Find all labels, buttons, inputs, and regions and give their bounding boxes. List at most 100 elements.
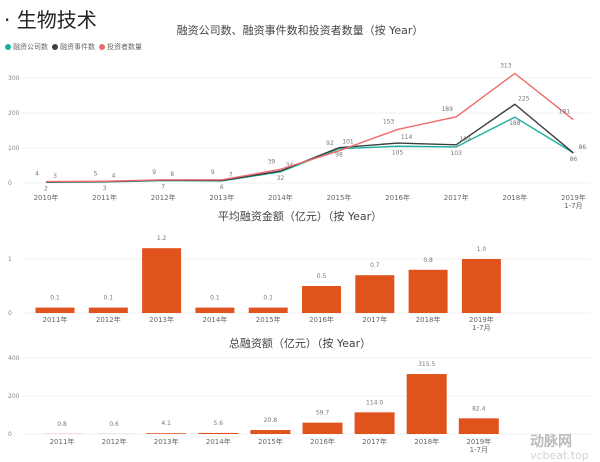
series-line-0 <box>45 116 574 183</box>
data-label: 101 <box>342 139 354 146</box>
x-tick-label: 2018年 <box>416 315 441 324</box>
y-tick-label: 300 <box>8 75 20 82</box>
data-label: 0.7 <box>370 262 380 269</box>
data-label: 7 <box>161 184 165 191</box>
data-label: 181 <box>559 109 571 116</box>
bar <box>354 412 395 434</box>
bar <box>355 275 395 313</box>
legend-label: 融资公司数 <box>13 43 48 51</box>
x-tick-label: 2010年 <box>34 193 59 202</box>
data-label: 82.4 <box>472 405 486 412</box>
bar <box>35 307 75 313</box>
data-label: 225 <box>518 95 530 102</box>
x-tick-label: 2018年 <box>502 193 527 202</box>
bar <box>458 418 499 434</box>
x-tick-label: 2016年 <box>310 437 335 446</box>
data-label: 6 <box>220 184 224 191</box>
bar <box>146 433 187 434</box>
legend-dot-icon <box>52 44 58 50</box>
bar <box>248 307 288 313</box>
data-label: 0.8 <box>57 421 67 428</box>
bar <box>461 259 501 313</box>
bar <box>250 430 291 434</box>
bar <box>302 422 343 434</box>
line-chart-legend: 融资公司数 融资事件数 投资者数量 <box>5 42 142 52</box>
data-label: 103 <box>450 150 462 157</box>
data-label: 315.5 <box>418 361 435 368</box>
bar <box>195 307 235 313</box>
data-label: 1.2 <box>157 235 167 242</box>
data-label: 4 <box>112 173 116 180</box>
bar <box>302 286 341 313</box>
data-label: 86 <box>579 144 587 151</box>
data-label: 92 <box>326 140 334 147</box>
x-tick-label: 2013年 <box>209 193 234 202</box>
avg-bar-chart-title: 平均融资金额（亿元）（按 Year） <box>217 210 383 223</box>
data-label: 3 <box>53 173 57 180</box>
data-label: 114.0 <box>366 399 383 406</box>
data-label: 20.8 <box>264 417 278 424</box>
data-label: 153 <box>383 118 395 125</box>
x-tick-label: 2012年 <box>96 315 121 324</box>
data-label: 5.6 <box>214 420 224 427</box>
legend-dot-icon <box>99 44 105 50</box>
data-label: 109 <box>459 136 471 143</box>
x-tick-label: 2019年 1-7月 <box>561 193 586 210</box>
section-heading: · 生物技术 <box>4 8 97 32</box>
legend-item-events[interactable]: 融资事件数 <box>52 42 95 52</box>
y-tick-label: 0 <box>8 310 12 317</box>
y-tick-label: 200 <box>8 393 20 400</box>
data-label: 0.8 <box>423 257 433 264</box>
x-tick-label: 2014年 <box>206 437 231 446</box>
watermark-url: vcbeat.top <box>530 449 589 462</box>
y-tick-label: 100 <box>8 145 20 152</box>
x-tick-label: 2019年 1-7月 <box>466 437 491 454</box>
data-label: 0.1 <box>104 295 114 302</box>
data-label: 34 <box>286 162 294 169</box>
x-tick-label: 2014年 <box>268 193 293 202</box>
data-label: 32 <box>277 175 285 182</box>
y-tick-label: 200 <box>8 110 20 117</box>
bar <box>88 307 128 313</box>
x-tick-label: 2016年 <box>385 193 410 202</box>
y-tick-label: 1 <box>8 256 12 263</box>
data-label: 0.1 <box>210 295 220 302</box>
data-label: 1.0 <box>477 246 487 253</box>
y-tick-label: 0 <box>8 431 12 438</box>
data-label: 114 <box>401 134 413 141</box>
data-label: 189 <box>441 106 453 113</box>
legend-item-investors[interactable]: 投资者数量 <box>99 42 142 52</box>
data-label: 98 <box>335 152 343 159</box>
data-label: 7 <box>229 172 233 179</box>
x-tick-label: 2014年 <box>202 315 227 324</box>
x-tick-label: 2013年 <box>154 437 179 446</box>
x-tick-label: 2015年 <box>327 193 352 202</box>
data-label: 188 <box>509 120 521 127</box>
watermark-logo: 动脉网 <box>530 434 572 450</box>
data-label: 8 <box>170 171 174 178</box>
data-label: 0.1 <box>263 295 273 302</box>
bar <box>406 374 447 434</box>
legend-label: 投资者数量 <box>107 43 142 51</box>
total-bar-chart-title: 总融资额（亿元）（按 Year） <box>228 337 372 350</box>
bar <box>408 269 448 313</box>
legend-item-companies[interactable]: 融资公司数 <box>5 42 48 52</box>
y-tick-label: 400 <box>8 355 20 362</box>
bar <box>142 248 182 313</box>
data-label: 0.6 <box>109 421 119 428</box>
bar <box>198 432 239 434</box>
line-chart-title: 融资公司数、融资事件数和投资者数量（按 Year） <box>176 24 424 37</box>
x-tick-label: 2017年 <box>444 193 469 202</box>
data-label: 5 <box>94 170 98 177</box>
x-tick-label: 2017年 <box>362 315 387 324</box>
data-label: 59.7 <box>316 410 330 417</box>
x-tick-label: 2019年 1-7月 <box>469 315 494 332</box>
data-label: 105 <box>392 149 404 156</box>
x-tick-label: 2015年 <box>256 315 281 324</box>
x-tick-label: 2012年 <box>102 437 127 446</box>
x-tick-label: 2013年 <box>149 315 174 324</box>
x-tick-label: 2016年 <box>309 315 334 324</box>
data-label: 3 <box>103 185 107 192</box>
x-tick-label: 2011年 <box>50 437 75 446</box>
